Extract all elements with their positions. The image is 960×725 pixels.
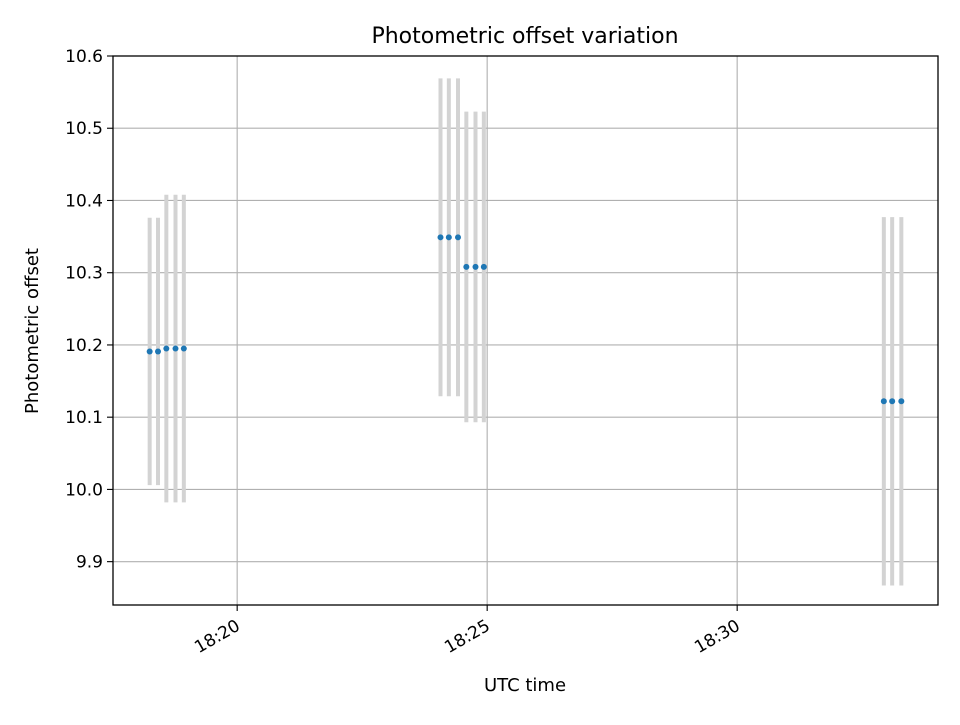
errorbar-layer — [147, 78, 904, 586]
x-axis-ticks: 18:20 18:25 18:30 — [191, 605, 744, 658]
data-point — [180, 345, 187, 352]
y-tick-label: 9.9 — [76, 553, 103, 573]
data-point — [455, 234, 461, 241]
y-tick-label: 10.0 — [65, 480, 103, 500]
chart-title: Photometric offset variation — [371, 24, 678, 49]
x-tick-label: 18:25 — [441, 616, 493, 658]
y-axis-ticks: 9.9 10.0 10.1 10.2 10.3 10.4 10.5 10.6 — [65, 47, 113, 573]
data-point — [898, 398, 905, 405]
x-tick-label: 18:20 — [191, 616, 243, 658]
plot-frame — [112, 55, 939, 606]
data-point — [880, 398, 887, 405]
y-tick-label: 10.3 — [65, 264, 103, 284]
data-point — [172, 345, 179, 352]
y-tick-label: 10.2 — [65, 336, 103, 356]
x-tick-label: 18:30 — [691, 616, 743, 658]
data-point — [146, 348, 153, 355]
data-point — [472, 263, 479, 270]
data-point — [163, 345, 170, 352]
point-layer — [146, 234, 905, 405]
data-point — [445, 234, 452, 241]
data-point — [889, 398, 896, 405]
x-axis-label: UTC time — [484, 675, 566, 696]
y-tick-label: 10.6 — [65, 47, 103, 67]
y-tick-label: 10.1 — [65, 408, 103, 428]
data-point — [437, 234, 444, 241]
grid-layer — [113, 55, 938, 605]
y-tick-label: 10.5 — [65, 119, 103, 139]
y-axis-label: Photometric offset — [22, 248, 43, 414]
data-point — [463, 263, 470, 270]
data-point — [155, 348, 161, 355]
data-point — [480, 263, 487, 270]
y-tick-label: 10.4 — [65, 191, 103, 211]
